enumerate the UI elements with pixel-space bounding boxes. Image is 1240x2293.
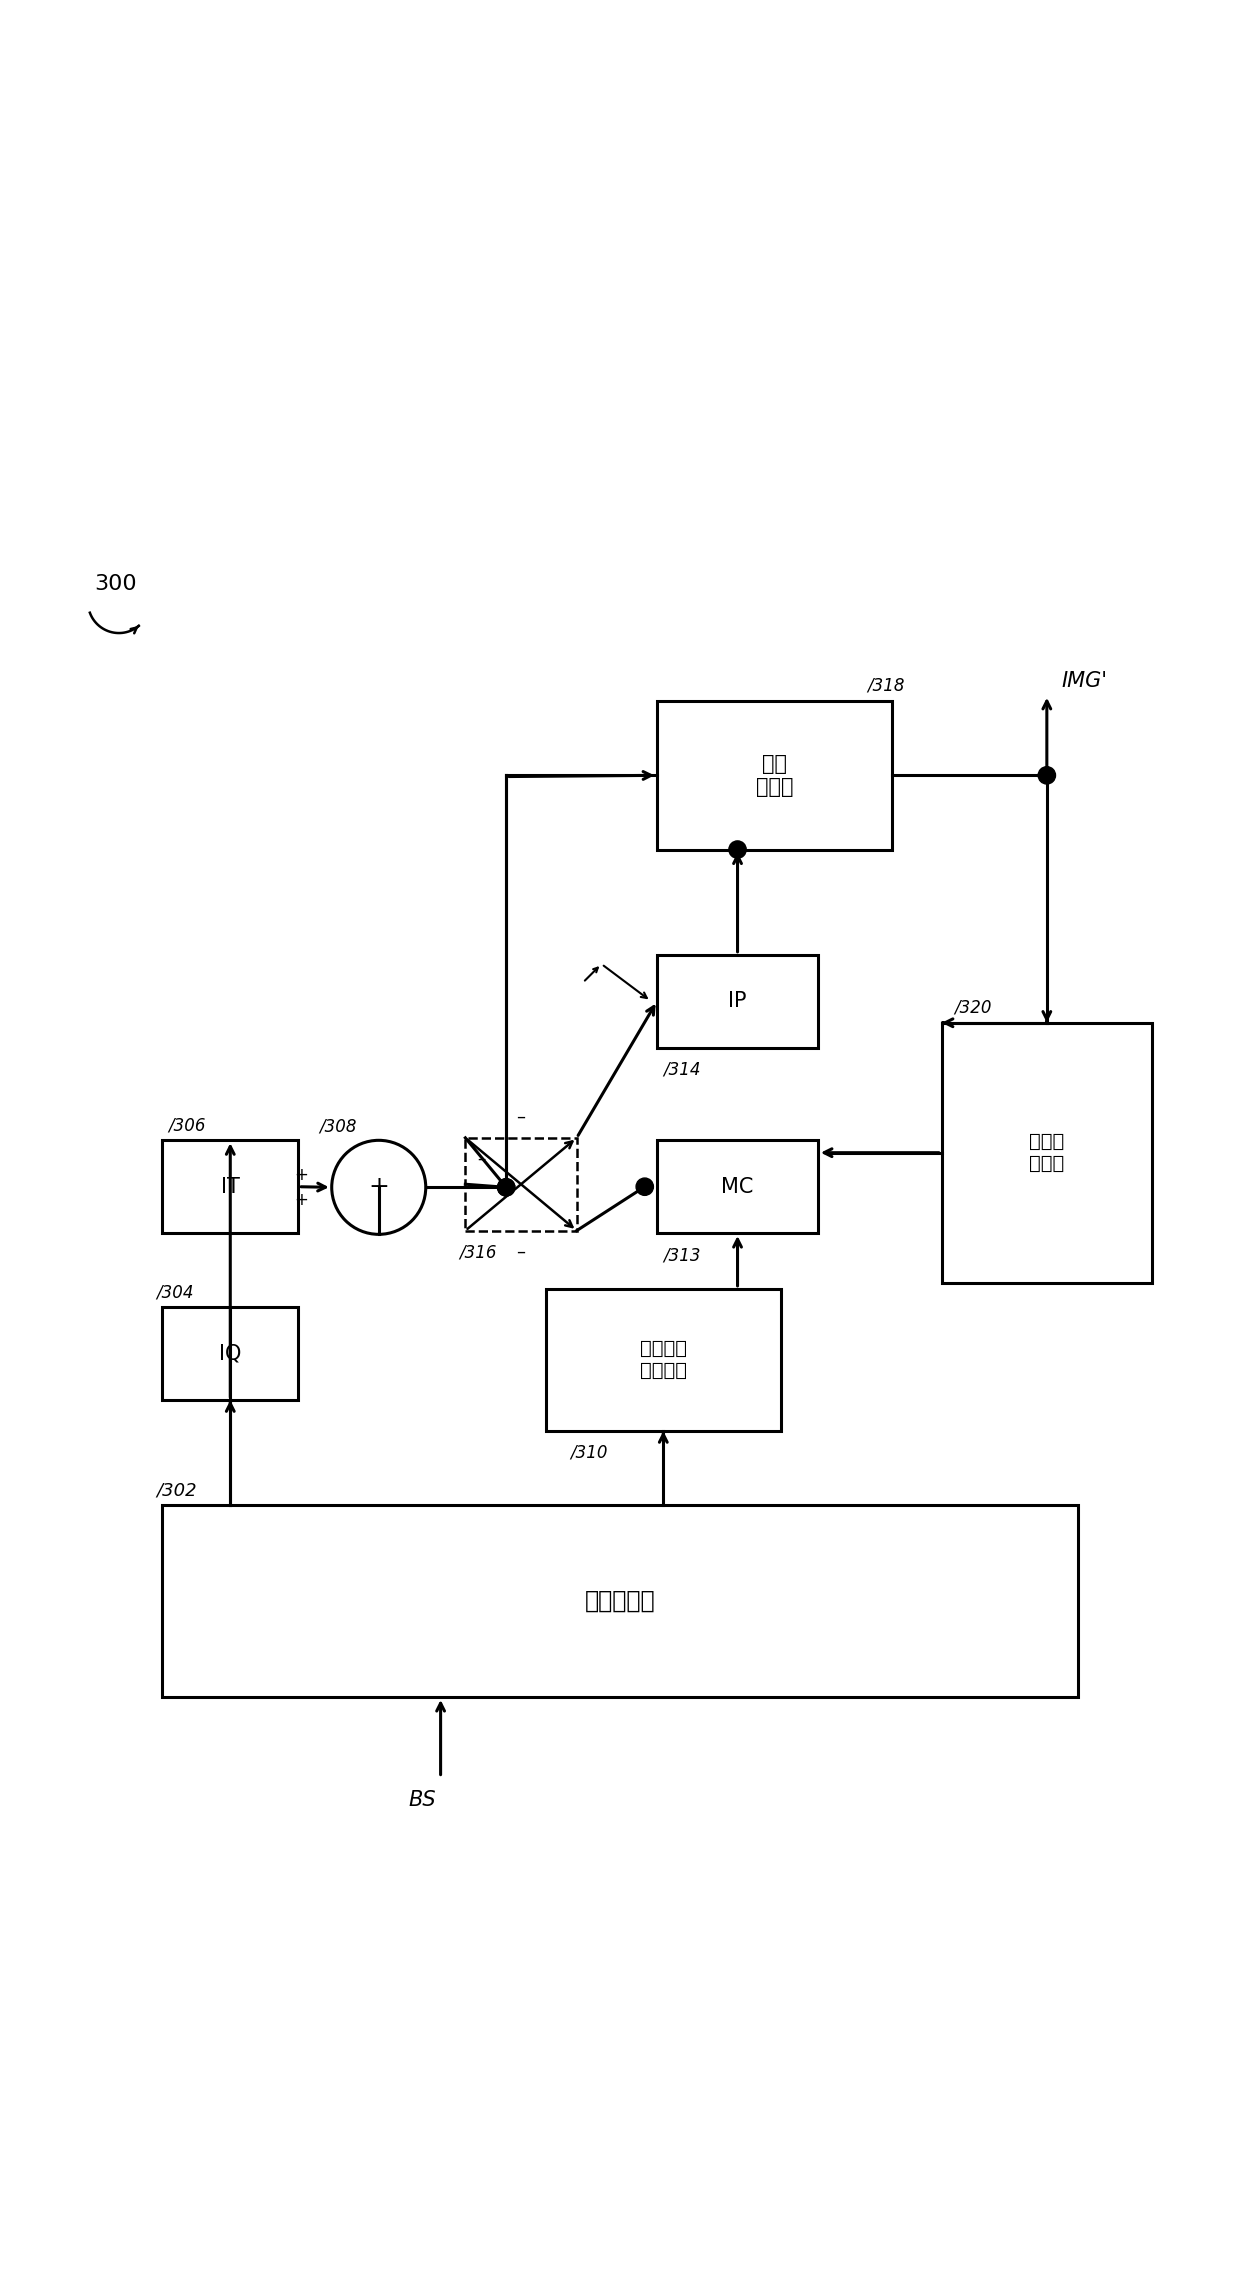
- Bar: [941, 1023, 1152, 1282]
- Text: 300: 300: [94, 573, 136, 594]
- Text: /302: /302: [156, 1481, 197, 1500]
- Text: IP: IP: [728, 991, 746, 1011]
- Text: –: –: [517, 1108, 526, 1126]
- Text: /306: /306: [169, 1117, 206, 1135]
- Circle shape: [497, 1179, 515, 1197]
- Text: BS: BS: [408, 1791, 435, 1809]
- Text: /318: /318: [868, 676, 905, 695]
- Text: +: +: [294, 1190, 308, 1208]
- Text: 熵解码电路: 熵解码电路: [585, 1589, 655, 1614]
- Text: 环路
滤波器: 环路 滤波器: [756, 754, 794, 798]
- Text: /304: /304: [156, 1284, 193, 1300]
- Text: MC: MC: [722, 1176, 754, 1197]
- Text: +: +: [294, 1165, 308, 1183]
- Bar: [162, 1504, 1078, 1697]
- Bar: [162, 1307, 299, 1401]
- Text: 运动向量
计算电路: 运动向量 计算电路: [640, 1339, 687, 1380]
- Bar: [465, 1137, 577, 1231]
- Text: /314: /314: [663, 1059, 701, 1078]
- Text: 参考帧
缓冲路: 参考帧 缓冲路: [1029, 1133, 1064, 1174]
- Text: +: +: [368, 1176, 389, 1199]
- Text: IQ: IQ: [219, 1344, 242, 1364]
- Bar: [546, 1289, 781, 1431]
- Text: /310: /310: [570, 1445, 608, 1463]
- Text: IMG': IMG': [1061, 672, 1107, 690]
- Circle shape: [729, 842, 746, 858]
- Bar: [657, 954, 818, 1048]
- Circle shape: [497, 1179, 515, 1197]
- Circle shape: [636, 1179, 653, 1195]
- Text: –: –: [517, 1243, 526, 1261]
- Text: /316: /316: [459, 1243, 497, 1261]
- Bar: [657, 1140, 818, 1234]
- Text: /320: /320: [954, 997, 992, 1016]
- Text: /313: /313: [663, 1245, 701, 1263]
- Text: /308: /308: [320, 1117, 357, 1135]
- Text: IT: IT: [221, 1176, 239, 1197]
- Bar: [657, 702, 893, 851]
- Bar: [162, 1140, 299, 1234]
- Circle shape: [1038, 766, 1055, 784]
- Text: –: –: [477, 1151, 486, 1167]
